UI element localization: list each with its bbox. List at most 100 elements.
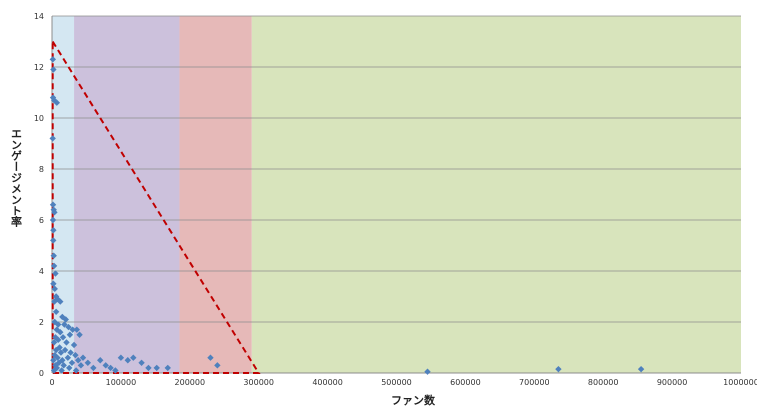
data-point-40 (70, 341, 78, 349)
data-point-80 (555, 365, 562, 373)
data-point-81 (637, 365, 645, 373)
data-point-67 (102, 362, 109, 369)
data-point-31 (73, 326, 81, 333)
data-point-76 (164, 364, 171, 372)
y-tick-labels: 0 2 4 6 8 10 12 14 (34, 12, 44, 378)
data-point-78 (214, 362, 221, 369)
data-point-33 (66, 331, 74, 338)
data-point-52 (50, 357, 57, 364)
data-point-18 (52, 293, 60, 300)
data-point-70 (117, 354, 125, 361)
x-tick-label-900000: 900000 (657, 378, 688, 387)
data-point-28 (65, 323, 72, 331)
x-tick-label-0: 0 (49, 378, 54, 387)
gridlines (52, 15, 741, 323)
data-point-6 (49, 135, 56, 142)
y-tick-label-12: 12 (34, 63, 44, 72)
data-point-77 (207, 354, 214, 361)
x-tick-label-1000000: 1000000 (723, 378, 757, 387)
data-point-9 (51, 209, 58, 216)
data-point-45 (57, 349, 65, 356)
y-tick-label-6: 6 (39, 216, 44, 225)
data-point-44 (67, 349, 74, 356)
background-bands (52, 16, 741, 373)
data-point-39 (50, 339, 58, 346)
x-tick-label-600000: 600000 (450, 378, 481, 387)
data-point-71 (124, 357, 131, 364)
data-point-24 (62, 316, 69, 323)
x-tick-labels: 0 100000 200000 300000 400000 500000 600000 700… (49, 378, 757, 387)
data-point-15 (52, 270, 59, 277)
data-point-48 (79, 354, 87, 361)
data-point-20 (51, 298, 58, 305)
data-point-21 (57, 298, 64, 305)
data-point-61 (66, 364, 73, 372)
x-axis-title: ファン数 (391, 393, 436, 407)
data-point-74 (145, 364, 152, 372)
data-point-14 (50, 262, 58, 270)
y-tick-label-14: 14 (34, 12, 44, 21)
y-tick-label-0: 0 (39, 369, 44, 378)
data-point-13 (50, 252, 57, 259)
data-point-68 (107, 364, 114, 372)
data-point-56 (84, 359, 92, 366)
data-point-37 (55, 336, 62, 344)
data-point-7 (49, 201, 57, 208)
y-axis-title: エンゲージメント率 (10, 128, 23, 228)
data-point-30 (69, 326, 76, 333)
data-point-1 (49, 56, 57, 63)
data-point-32 (57, 329, 64, 336)
x-tick-label-200000: 200000 (175, 378, 206, 387)
y-tick-label-2: 2 (39, 318, 44, 327)
data-point-59 (77, 362, 85, 369)
data-point-46 (51, 351, 58, 359)
data-point-42 (52, 346, 60, 354)
data-point-50 (64, 354, 72, 361)
data-point-5 (53, 99, 61, 106)
background-band-1 (52, 16, 75, 373)
data-points (49, 56, 645, 375)
y-tick-label-8: 8 (39, 165, 44, 174)
x-tick-label-800000: 800000 (588, 378, 619, 387)
x-tick-label-100000: 100000 (106, 378, 137, 387)
data-point-17 (51, 285, 58, 293)
background-band-3 (179, 16, 252, 373)
data-point-69 (112, 367, 119, 374)
background-band-2 (74, 16, 180, 373)
x-tick-label-400000: 400000 (312, 378, 343, 387)
background-band-4 (251, 16, 741, 373)
data-point-3 (49, 94, 57, 101)
data-point-34 (76, 331, 83, 338)
data-point-47 (72, 351, 79, 359)
data-point-60 (53, 364, 61, 372)
data-point-25 (51, 318, 58, 326)
y-tick-label-10: 10 (34, 114, 44, 123)
data-point-10 (49, 216, 57, 224)
data-point-16 (50, 280, 57, 287)
data-point-65 (72, 367, 80, 374)
data-point-26 (55, 321, 62, 328)
data-point-66 (97, 357, 104, 364)
data-point-75 (153, 364, 160, 372)
data-point-27 (61, 321, 68, 328)
data-point-22 (52, 308, 60, 315)
data-point-64 (58, 367, 65, 374)
data-point-79 (424, 368, 431, 375)
x-tick-label-300000: 300000 (243, 378, 274, 387)
data-point-49 (54, 354, 61, 361)
data-point-11 (50, 227, 57, 234)
x-tick-label-700000: 700000 (519, 378, 550, 387)
data-point-72 (130, 354, 137, 361)
data-point-38 (63, 339, 70, 346)
data-point-73 (138, 359, 145, 366)
data-point-12 (50, 237, 57, 244)
data-point-55 (68, 359, 76, 366)
data-point-62 (90, 364, 97, 372)
y-tick-label-4: 4 (39, 267, 44, 276)
data-point-63 (50, 367, 58, 374)
x-tick-label-500000: 500000 (381, 378, 412, 387)
data-point-53 (74, 357, 82, 364)
data-point-43 (61, 346, 69, 354)
